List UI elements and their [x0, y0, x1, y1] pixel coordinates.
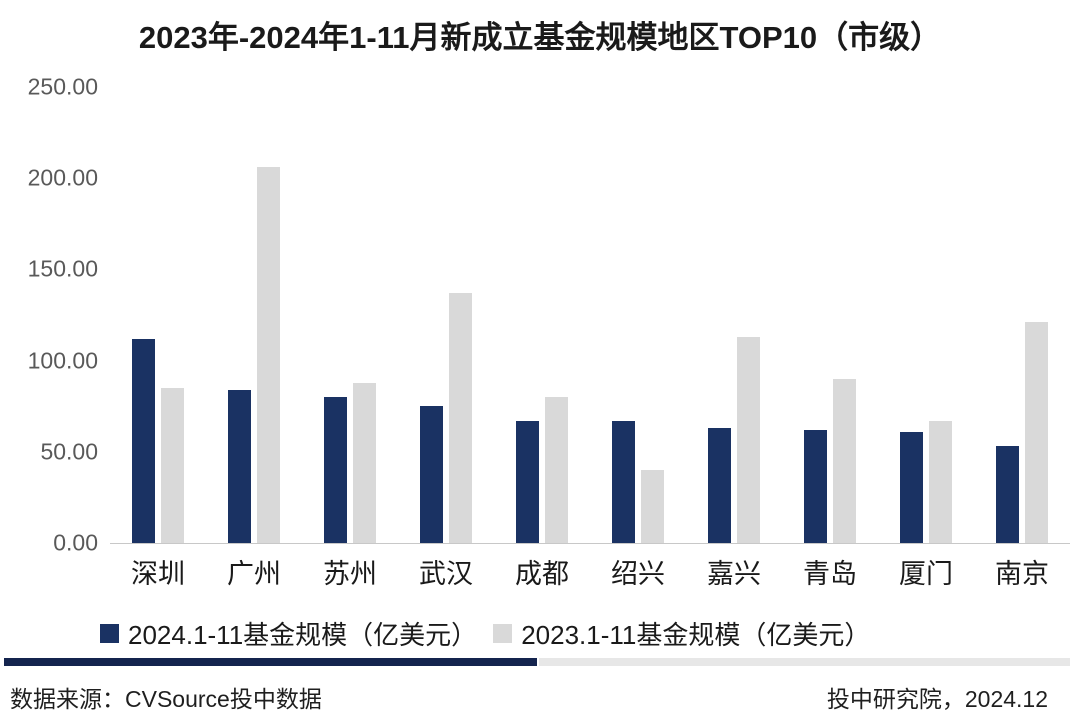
category-group	[782, 87, 878, 543]
category-group	[494, 87, 590, 543]
bar-series-2-南京	[1025, 322, 1048, 543]
category-group	[686, 87, 782, 543]
x-axis-label: 广州	[227, 559, 281, 589]
bar-series-2-绍兴	[641, 470, 664, 543]
bar-series-2-成都	[545, 397, 568, 543]
category-group	[110, 87, 206, 543]
plot-area	[110, 87, 1070, 544]
y-tick-label: 0.00	[53, 529, 98, 556]
bar-series-1-广州	[228, 389, 251, 543]
credit-text: 投中研究院，2024.12	[826, 686, 1048, 712]
x-axis-label: 南京	[995, 559, 1049, 589]
legend-swatch-2024	[100, 624, 119, 643]
legend-swatch-2023	[493, 624, 513, 643]
bar-series-2-武汉	[449, 293, 472, 543]
y-tick-label: 150.00	[27, 255, 98, 282]
category-group	[398, 87, 494, 543]
legend-label-2023: 2023.1-11基金规模（亿美元）	[521, 620, 871, 650]
chart-title: 2023年-2024年1-11月新成立基金规模地区TOP10（市级）	[138, 20, 942, 55]
bar-series-2-深圳	[161, 387, 184, 543]
legend-item-2023: 2023.1-11基金规模（亿美元）	[493, 615, 870, 652]
bar-series-2-嘉兴	[737, 336, 760, 543]
bar-series-2-青岛	[833, 378, 856, 543]
x-axis-label: 深圳	[131, 559, 185, 589]
divider-left-segment	[4, 658, 537, 666]
y-tick-label: 50.00	[40, 438, 98, 465]
legend-item-2024: 2024.1-11基金规模（亿美元）	[100, 615, 477, 652]
legend-label-2024: 2024.1-11基金规模（亿美元）	[128, 620, 478, 650]
category-group	[590, 87, 686, 543]
y-tick-label: 200.00	[27, 164, 98, 191]
bar-series-1-南京	[996, 446, 1019, 543]
bar-series-2-厦门	[929, 420, 952, 543]
x-axis-label: 成都	[515, 559, 569, 589]
bar-series-1-绍兴	[612, 420, 635, 543]
bar-series-2-广州	[257, 167, 280, 543]
bar-series-2-苏州	[353, 382, 376, 543]
x-axis-label: 青岛	[803, 559, 857, 589]
x-axis-label: 厦门	[899, 559, 953, 589]
data-source-text: 数据来源：CVSource投中数据	[10, 686, 322, 712]
bar-series-1-武汉	[420, 406, 443, 543]
bar-series-1-深圳	[132, 338, 155, 543]
bar-series-1-苏州	[324, 397, 347, 543]
category-group	[302, 87, 398, 543]
y-axis: 250.00 200.00 150.00 100.00 50.00 0.00	[0, 74, 98, 556]
category-group	[878, 87, 974, 543]
bar-series-1-青岛	[804, 429, 827, 543]
bar-series-1-嘉兴	[708, 428, 731, 543]
bar-series-1-厦门	[900, 431, 923, 543]
divider-right-segment	[539, 658, 1070, 666]
bar-series-1-成都	[516, 420, 539, 543]
category-group	[206, 87, 302, 543]
x-axis-label: 嘉兴	[707, 559, 761, 589]
x-axis-labels: 深圳 广州 苏州 武汉 成都 绍兴 嘉兴 青岛 厦门 南京	[110, 552, 1070, 591]
y-tick-label: 100.00	[27, 347, 98, 374]
x-axis-label: 武汉	[419, 559, 473, 589]
legend: 2024.1-11基金规模（亿美元） 2023.1-11基金规模（亿美元）	[100, 615, 870, 652]
x-axis-label: 苏州	[323, 559, 377, 589]
y-tick-label: 250.00	[27, 73, 98, 100]
category-group	[974, 87, 1070, 543]
x-axis-label: 绍兴	[611, 559, 665, 589]
